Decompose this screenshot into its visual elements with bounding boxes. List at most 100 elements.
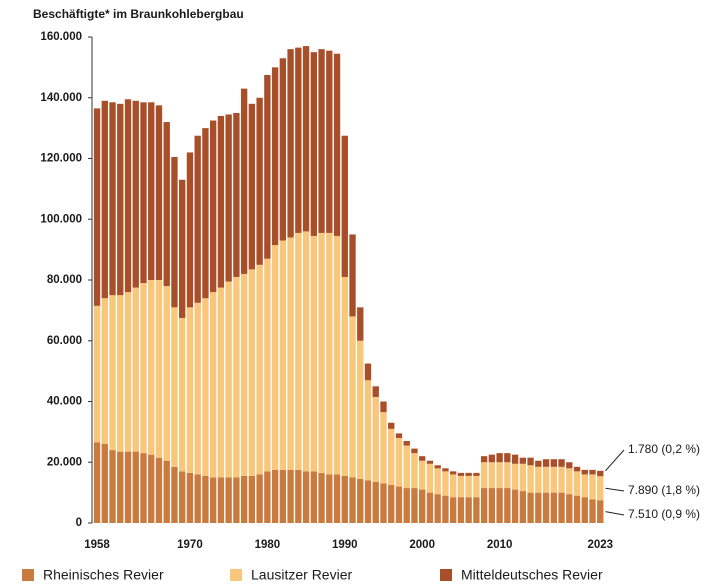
bar-segment <box>597 500 604 523</box>
bar-segment <box>349 316 356 478</box>
bar-segment <box>488 462 496 489</box>
bar-segment <box>302 46 310 232</box>
bar-segment <box>357 307 364 341</box>
bar-segment <box>93 305 101 443</box>
bar-segment <box>488 454 496 463</box>
bar-segment <box>186 307 194 473</box>
bar-segment <box>333 53 341 236</box>
bar-segment <box>496 462 503 489</box>
bar-segment <box>434 465 441 469</box>
bar-segment <box>473 497 480 523</box>
bar-segment <box>202 298 209 476</box>
bar-segment <box>310 235 317 472</box>
bar-segment <box>573 466 581 472</box>
bar-segment <box>457 497 465 523</box>
bar-segment <box>302 231 310 472</box>
bar-segment <box>573 495 581 523</box>
bar-segment <box>279 240 287 470</box>
bar-segment <box>473 472 480 476</box>
bar-segment <box>179 317 186 472</box>
bar-segment <box>527 465 534 493</box>
bar-segment <box>558 459 565 467</box>
bar-segment <box>349 477 356 523</box>
bar-segment <box>233 477 240 523</box>
bar-segment <box>411 453 418 489</box>
bar-segment <box>504 462 511 489</box>
bar-segment <box>419 456 426 461</box>
bar-segment <box>511 454 519 464</box>
bar-segment <box>287 237 294 470</box>
annotation-line <box>605 511 625 516</box>
bar-segment <box>93 108 101 306</box>
bar-segment <box>132 100 139 288</box>
bar-segment <box>101 298 108 445</box>
y-tick-label: 100.000 <box>40 213 82 225</box>
bar-segment <box>519 491 527 523</box>
bar-segment <box>93 442 101 523</box>
bar-segment <box>148 454 155 523</box>
bar-segment <box>542 459 550 467</box>
bar-segment <box>271 245 279 470</box>
bar-segment <box>132 451 139 523</box>
bar-segment <box>279 58 287 241</box>
bar-segment <box>117 295 124 452</box>
legend-label: Lausitzer Revier <box>251 567 352 583</box>
bar-segment <box>202 475 209 523</box>
bar-segment <box>132 287 139 452</box>
y-tick-label: 140.000 <box>40 92 82 104</box>
bar-segment <box>388 485 395 523</box>
legend-swatch <box>230 569 242 581</box>
bar-segment <box>264 471 271 523</box>
bar-segment <box>279 469 287 523</box>
bar-segment <box>209 292 217 478</box>
bar-segment <box>225 477 232 523</box>
bar-segment <box>101 444 108 523</box>
bar-segment <box>217 477 225 523</box>
bar-segment <box>480 462 488 489</box>
bar-segment <box>573 471 581 496</box>
bar-segment <box>326 50 333 233</box>
bar-segment <box>287 469 294 523</box>
bar-segment <box>117 451 124 523</box>
bar-segment <box>465 472 472 476</box>
bar-segment <box>124 99 132 293</box>
annotation: 7.890 (1,8 %) <box>628 483 700 497</box>
bar-segment <box>240 475 248 523</box>
bar-segment <box>411 448 418 454</box>
bar-segment <box>465 497 472 523</box>
bar-segment <box>419 489 426 523</box>
bar-segment <box>225 281 232 478</box>
bar-segment <box>457 472 465 476</box>
x-tick-label: 1970 <box>177 539 203 551</box>
bar-segment <box>171 307 178 467</box>
bar-segment <box>163 286 170 461</box>
bar-segment <box>155 457 163 523</box>
bar-segment <box>179 179 186 318</box>
bar-segment <box>217 115 225 288</box>
bar-segment <box>589 499 596 523</box>
x-tick-label: 2023 <box>587 539 613 551</box>
bar-segment <box>302 471 310 523</box>
bar-segment <box>465 475 472 498</box>
legend-swatch <box>440 569 452 581</box>
bar-segment <box>380 483 387 523</box>
bar-segment <box>449 471 457 475</box>
bar-segment <box>225 114 232 282</box>
bar-segment <box>442 468 449 472</box>
bar-segment <box>566 462 573 469</box>
bar-segment <box>194 135 201 303</box>
bar-segment <box>558 466 565 493</box>
bar-segment <box>310 471 317 523</box>
bar-segment <box>535 460 542 467</box>
bar-segment <box>372 481 379 523</box>
bar-segment <box>403 445 410 489</box>
bar-segment <box>388 428 395 486</box>
bar-segment <box>434 494 441 523</box>
annotation: 7.510 (0,9 %) <box>628 507 700 521</box>
y-tick-label: 20.000 <box>47 456 82 468</box>
bar-segment <box>179 471 186 523</box>
annotation-line <box>605 449 625 472</box>
bar-segment <box>209 477 217 523</box>
bar-segment <box>395 437 403 487</box>
